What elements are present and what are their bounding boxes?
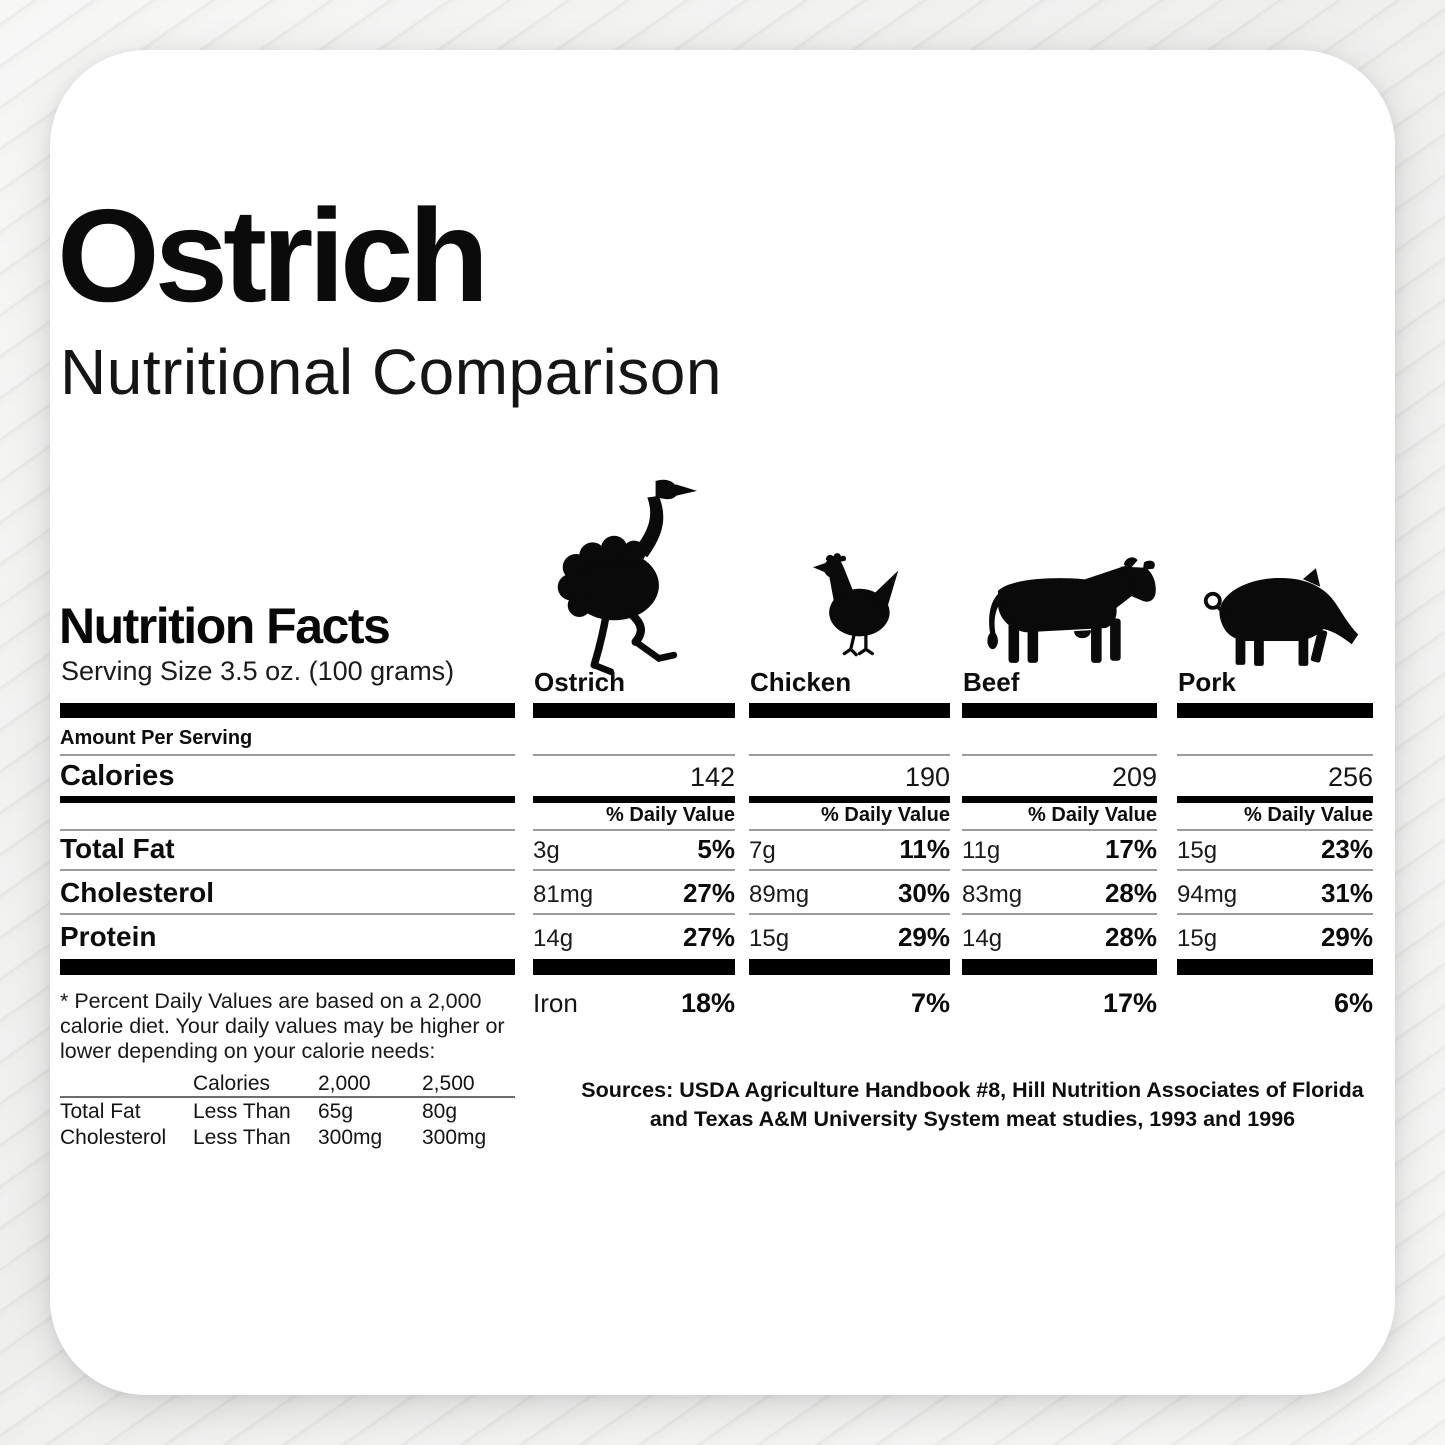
daily-value-header: % Daily Value — [1244, 804, 1373, 826]
protein-amount: 14g — [962, 925, 1003, 952]
fn-cell: 65g — [318, 1100, 354, 1123]
fn-cell: 300mg — [318, 1126, 383, 1149]
cholesterol-amount: 83mg — [962, 881, 1023, 908]
column-header: Beef — [963, 667, 1020, 697]
divider-bar-thick — [1177, 959, 1373, 975]
cholesterol-amount: 94mg — [1177, 881, 1238, 908]
total-fat-dv: 23% — [1320, 834, 1373, 864]
infographic-card — [50, 50, 1395, 1395]
fn-cell: Less Than — [193, 1126, 291, 1149]
protein-label: Protein — [60, 921, 157, 952]
fn-cell: Total Fat — [60, 1100, 141, 1123]
cow-icon — [987, 557, 1156, 663]
protein-amount: 15g — [1177, 925, 1218, 952]
protein-amount: 15g — [749, 925, 790, 952]
fn-header-2000: 2,000 — [318, 1072, 371, 1095]
iron-dv: 7% — [910, 988, 950, 1018]
divider-bar-thick — [749, 959, 950, 975]
protein-amount: 14g — [533, 925, 574, 952]
column-header: Pork — [1178, 667, 1236, 697]
iron-dv: 18% — [680, 988, 735, 1018]
sources-text: Sources: USDA Agriculture Handbook #8, H… — [581, 1078, 1364, 1131]
divider-bar-thick — [533, 703, 735, 718]
total-fat-amount: 3g — [533, 837, 560, 864]
amount-per-serving-label: Amount Per Serving — [60, 727, 253, 749]
protein-dv: 27% — [682, 922, 735, 952]
page-title: Ostrich — [57, 182, 489, 329]
divider-bar-medium — [60, 796, 515, 803]
iron-label: Iron — [533, 988, 578, 1018]
daily-value-header: % Daily Value — [1028, 804, 1157, 826]
column-chicken: Chicken 190 % Daily Value 7g 11% 89mg 30% … — [749, 667, 950, 1021]
total-fat-label: Total Fat — [60, 833, 175, 864]
divider-bar-thick — [1177, 703, 1373, 718]
protein-dv: 29% — [1320, 922, 1373, 952]
column-ostrich: Ostrich 142 % Daily Value 3g 5% 81mg 27% 1… — [533, 667, 735, 1021]
total-fat-amount: 15g — [1177, 837, 1218, 864]
daily-values-footnote: * Percent Daily Values are based on a 2,… — [60, 989, 505, 1063]
daily-value-header: % Daily Value — [606, 804, 735, 826]
protein-dv: 28% — [1104, 922, 1157, 952]
calories-label: Calories — [60, 760, 175, 792]
iron-dv: 17% — [1102, 988, 1157, 1018]
column-pork: Pork 256 % Daily Value 15g 23% 94mg 31% 15… — [1177, 667, 1373, 1021]
divider-bar-medium — [962, 796, 1157, 803]
divider-bar-thick — [962, 959, 1157, 975]
fn-cell: Less Than — [193, 1100, 291, 1123]
total-fat-dv: 5% — [697, 834, 735, 864]
fn-cell: 300mg — [422, 1126, 487, 1149]
calories-value: 142 — [689, 762, 735, 792]
cholesterol-dv: 27% — [682, 878, 735, 908]
ostrich-icon — [557, 479, 698, 675]
daily-value-header: % Daily Value — [821, 804, 950, 826]
fn-cell: 80g — [422, 1100, 458, 1123]
serving-size-text: Serving Size 3.5 oz. (100 grams) — [61, 656, 455, 686]
calories-value: 209 — [1111, 762, 1157, 792]
divider-bar-thick — [60, 959, 515, 975]
total-fat-amount: 7g — [749, 837, 776, 864]
total-fat-amount: 11g — [962, 837, 1001, 864]
divider-bar-thick — [60, 703, 515, 718]
cholesterol-label: Cholesterol — [60, 877, 215, 908]
fn-header-calories: Calories — [193, 1072, 271, 1095]
fn-cell: Cholesterol — [60, 1126, 167, 1149]
chicken-icon — [812, 553, 899, 657]
divider-bar-medium — [749, 796, 950, 803]
protein-dv: 29% — [897, 922, 950, 952]
page-subtitle: Nutritional Comparison — [60, 336, 722, 408]
iron-dv: 6% — [1333, 988, 1373, 1018]
column-beef: Beef 209 % Daily Value 11g 17% 83mg 28% 14… — [962, 667, 1157, 1021]
calories-value: 256 — [1327, 762, 1373, 792]
divider-bar-thick — [749, 703, 950, 718]
calories-value: 190 — [904, 762, 950, 792]
total-fat-dv: 17% — [1104, 834, 1157, 864]
divider-bar-medium — [1177, 796, 1373, 803]
fn-header-2500: 2,500 — [422, 1072, 475, 1095]
divider-bar-medium — [533, 796, 735, 803]
cholesterol-amount: 81mg — [533, 881, 594, 908]
cholesterol-amount: 89mg — [749, 881, 810, 908]
pig-icon — [1203, 568, 1359, 666]
table-row: Total Fat Less Than 65g 80g — [60, 1098, 515, 1124]
total-fat-dv: 11% — [899, 834, 950, 864]
nutrition-facts-heading: Nutrition Facts — [59, 598, 391, 654]
daily-values-table: Calories 2,000 2,500 Total Fat Less Than… — [60, 1070, 515, 1150]
column-header: Ostrich — [534, 667, 626, 697]
table-row: Cholesterol Less Than 300mg 300mg — [60, 1124, 515, 1150]
divider-bar-thick — [533, 959, 735, 975]
column-header: Chicken — [750, 667, 852, 697]
divider-bar-thick — [962, 703, 1157, 718]
cholesterol-dv: 30% — [897, 878, 950, 908]
cholesterol-dv: 31% — [1320, 878, 1373, 908]
nutrition-facts-panel: Amount Per Serving Calories Total Fat Ch… — [60, 703, 515, 1150]
cholesterol-dv: 28% — [1104, 878, 1157, 908]
daily-values-table-header: Calories 2,000 2,500 — [60, 1070, 515, 1098]
